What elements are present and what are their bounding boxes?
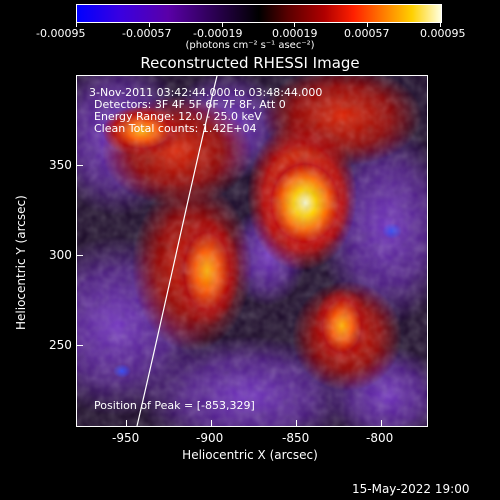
x-tick-label: -800 — [366, 431, 394, 445]
y-axis-label-text: Heliocentric Y (arcsec) — [14, 195, 28, 330]
image-plot — [76, 75, 428, 427]
energy-range: Energy Range: 12.0 - 25.0 keV — [94, 110, 262, 123]
x-tick-label: -850 — [282, 431, 310, 445]
time-range: 3-Nov-2011 03:42:44.000 to 03:48:44.000 — [89, 86, 323, 99]
y-tick-label: 250 — [49, 338, 72, 352]
x-tick — [211, 420, 212, 426]
colorbar-tick — [222, 22, 223, 27]
x-tick-label: -900 — [196, 431, 224, 445]
colorbar-units: (photons cm⁻² s⁻¹ asec⁻²) — [185, 40, 315, 51]
colorbar-tick-label: 0.00019 — [272, 27, 318, 40]
x-tick-label: -950 — [112, 431, 140, 445]
y-tick — [77, 165, 83, 166]
y-tick-label: 300 — [49, 248, 72, 262]
colorbar-tick — [294, 22, 295, 27]
y-tick-label: 350 — [49, 158, 72, 172]
colorbar-tick-label: -0.00095 — [36, 27, 86, 40]
colorbar — [76, 4, 442, 23]
x-axis-label: Heliocentric X (arcsec) — [182, 448, 318, 462]
colorbar-tick — [440, 22, 441, 27]
solar-limb — [136, 76, 218, 426]
y-tick — [77, 345, 83, 346]
colorbar-tick — [149, 22, 150, 27]
colorbar-tick-label: -0.00019 — [193, 27, 243, 40]
colorbar-tick-label: 0.00057 — [344, 27, 390, 40]
x-tick — [296, 420, 297, 426]
rhessi-image — [77, 76, 427, 426]
colorbar-tick-label: 0.00095 — [420, 27, 466, 40]
detectors-info: Detectors: 3F 4F 5F 6F 7F 8F, Att 0 — [94, 98, 286, 111]
colorbar-tick — [76, 22, 77, 27]
colorbar-tick-label: -0.00057 — [122, 27, 172, 40]
x-tick — [126, 420, 127, 426]
peak-position: Position of Peak = [-853,329] — [94, 399, 255, 412]
clean-counts: Clean Total counts: 1.42E+04 — [94, 122, 257, 135]
y-tick — [77, 255, 83, 256]
x-tick — [381, 420, 382, 426]
colorbar-tick — [367, 22, 368, 27]
plot-title: Reconstructed RHESSI Image — [140, 54, 360, 72]
footer-date: 15-May-2022 19:00 — [352, 482, 470, 496]
